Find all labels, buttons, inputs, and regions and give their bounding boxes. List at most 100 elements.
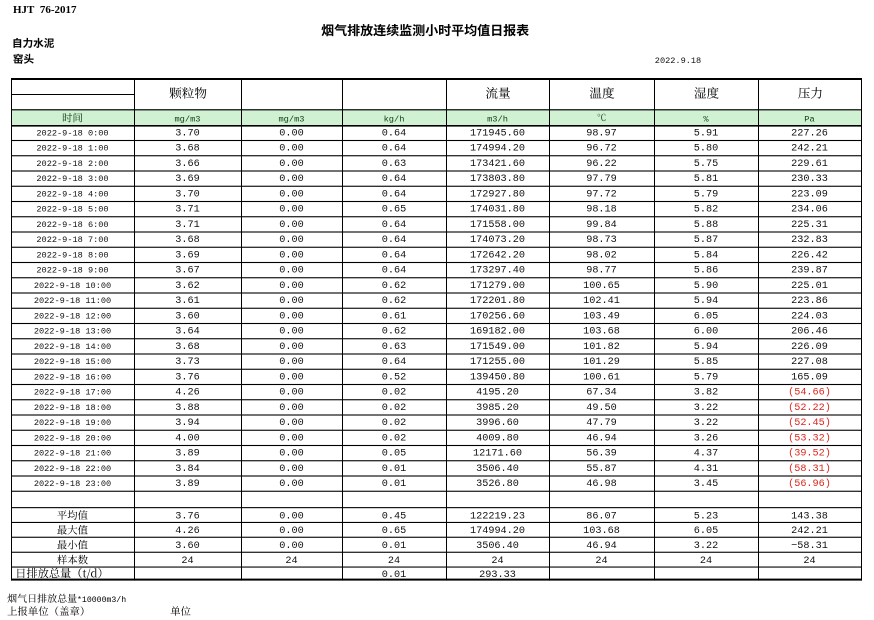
svg-text:3.45: 3.45 <box>694 479 718 490</box>
svg-text:2022-9-18 8:00: 2022-9-18 8:00 <box>36 250 108 260</box>
svg-text:m3/h: m3/h <box>487 114 508 124</box>
svg-text:3.68: 3.68 <box>175 342 199 353</box>
svg-text:0.00: 0.00 <box>279 281 303 292</box>
svg-text:mg/m3: mg/m3 <box>174 114 200 124</box>
svg-text:0.64: 0.64 <box>382 235 406 246</box>
svg-text:(52.45): (52.45) <box>788 417 831 429</box>
svg-text:0.64: 0.64 <box>382 144 406 155</box>
svg-text:3985.20: 3985.20 <box>476 403 519 414</box>
svg-text:171255.00: 171255.00 <box>470 357 525 368</box>
svg-text:24: 24 <box>181 556 193 567</box>
svg-text:6.05: 6.05 <box>694 311 718 322</box>
svg-text:4.37: 4.37 <box>694 449 718 460</box>
svg-text:173803.80: 173803.80 <box>470 174 525 185</box>
svg-text:0.02: 0.02 <box>382 418 406 429</box>
svg-text:3.70: 3.70 <box>175 128 199 139</box>
svg-text:3.70: 3.70 <box>175 189 199 200</box>
svg-text:6.05: 6.05 <box>694 526 718 537</box>
svg-text:3.76: 3.76 <box>175 372 199 383</box>
svg-text:3.82: 3.82 <box>694 388 718 399</box>
svg-text:0.01: 0.01 <box>382 570 406 581</box>
svg-text:67.34: 67.34 <box>586 388 617 399</box>
svg-text:2022-9-18 17:00: 2022-9-18 17:00 <box>34 388 111 398</box>
svg-text:98.77: 98.77 <box>586 266 617 277</box>
svg-text:0.00: 0.00 <box>279 526 303 537</box>
svg-text:0.00: 0.00 <box>279 189 303 200</box>
svg-text:2022-9-18 19:00: 2022-9-18 19:00 <box>34 418 111 428</box>
svg-text:2022-9-18 5:00: 2022-9-18 5:00 <box>36 205 108 215</box>
svg-text:229.61: 229.61 <box>791 159 828 170</box>
svg-text:2022-9-18 9:00: 2022-9-18 9:00 <box>36 266 108 276</box>
svg-text:0.00: 0.00 <box>279 357 303 368</box>
svg-text:mg/m3: mg/m3 <box>278 114 304 124</box>
svg-text:2022.9.18: 2022.9.18 <box>655 56 701 66</box>
svg-text:2022-9-18 1:00: 2022-9-18 1:00 <box>36 144 108 154</box>
svg-text:5.80: 5.80 <box>694 144 718 155</box>
svg-text:103.49: 103.49 <box>583 311 620 322</box>
svg-text:0.00: 0.00 <box>279 144 303 155</box>
svg-text:5.81: 5.81 <box>694 174 718 185</box>
svg-text:230.33: 230.33 <box>791 174 828 185</box>
svg-text:(39.52): (39.52) <box>788 448 831 460</box>
svg-text:3.60: 3.60 <box>175 311 199 322</box>
svg-text:2022-9-18 23:00: 2022-9-18 23:00 <box>34 479 111 489</box>
svg-text:101.29: 101.29 <box>583 357 620 368</box>
svg-text:24: 24 <box>388 556 400 567</box>
svg-text:0.00: 0.00 <box>279 449 303 460</box>
svg-text:174994.20: 174994.20 <box>470 144 525 155</box>
svg-text:3.73: 3.73 <box>175 357 199 368</box>
svg-text:0.00: 0.00 <box>279 418 303 429</box>
svg-text:(54.66): (54.66) <box>788 387 831 399</box>
svg-text:224.03: 224.03 <box>791 311 828 322</box>
svg-text:223.09: 223.09 <box>791 189 828 200</box>
svg-text:*10000m3/h: *10000m3/h <box>77 595 126 605</box>
svg-text:0.00: 0.00 <box>279 235 303 246</box>
svg-text:0.00: 0.00 <box>279 403 303 414</box>
svg-text:3.68: 3.68 <box>175 235 199 246</box>
svg-text:4.26: 4.26 <box>175 388 199 399</box>
svg-text:293.33: 293.33 <box>479 570 516 581</box>
svg-text:kg/h: kg/h <box>384 114 405 124</box>
svg-text:0.00: 0.00 <box>279 311 303 322</box>
svg-text:5.84: 5.84 <box>694 250 718 261</box>
svg-text:206.46: 206.46 <box>791 327 828 338</box>
svg-text:98.02: 98.02 <box>586 250 617 261</box>
svg-text:0.02: 0.02 <box>382 403 406 414</box>
svg-text:3.67: 3.67 <box>175 266 199 277</box>
svg-text:(53.32): (53.32) <box>788 432 831 444</box>
svg-text:0.63: 0.63 <box>382 159 406 170</box>
svg-text:174031.80: 174031.80 <box>470 205 525 216</box>
svg-text:24: 24 <box>491 556 503 567</box>
svg-text:Pa: Pa <box>804 114 814 124</box>
svg-text:24: 24 <box>595 556 607 567</box>
svg-text:5.91: 5.91 <box>694 128 718 139</box>
svg-text:12171.60: 12171.60 <box>473 449 522 460</box>
svg-text:174994.20: 174994.20 <box>470 526 525 537</box>
svg-text:0.62: 0.62 <box>382 327 406 338</box>
svg-text:225.01: 225.01 <box>791 281 828 292</box>
svg-text:0.01: 0.01 <box>382 464 406 475</box>
svg-text:3.62: 3.62 <box>175 281 199 292</box>
svg-text:171558.00: 171558.00 <box>470 220 525 231</box>
svg-text:0.00: 0.00 <box>279 479 303 490</box>
svg-text:24: 24 <box>803 556 815 567</box>
svg-text:2022-9-18 15:00: 2022-9-18 15:00 <box>34 357 111 367</box>
svg-text:5.90: 5.90 <box>694 281 718 292</box>
svg-text:3.22: 3.22 <box>694 403 718 414</box>
svg-text:55.87: 55.87 <box>586 464 617 475</box>
svg-text:2022-9-18 21:00: 2022-9-18 21:00 <box>34 449 111 459</box>
svg-text:0.00: 0.00 <box>279 342 303 353</box>
svg-text:2022-9-18 16:00: 2022-9-18 16:00 <box>34 372 111 382</box>
svg-text:226.09: 226.09 <box>791 342 828 353</box>
svg-text:5.75: 5.75 <box>694 159 718 170</box>
svg-text:3.60: 3.60 <box>175 541 199 552</box>
svg-text:96.22: 96.22 <box>586 159 617 170</box>
svg-text:(58.31): (58.31) <box>788 463 831 475</box>
svg-text:2022-9-18 6:00: 2022-9-18 6:00 <box>36 220 108 230</box>
svg-text:2022-9-18 4:00: 2022-9-18 4:00 <box>36 189 108 199</box>
svg-text:3.88: 3.88 <box>175 403 199 414</box>
svg-text:2022-9-18 18:00: 2022-9-18 18:00 <box>34 403 111 413</box>
svg-text:5.87: 5.87 <box>694 235 718 246</box>
svg-text:0.00: 0.00 <box>279 205 303 216</box>
svg-text:0.00: 0.00 <box>279 464 303 475</box>
